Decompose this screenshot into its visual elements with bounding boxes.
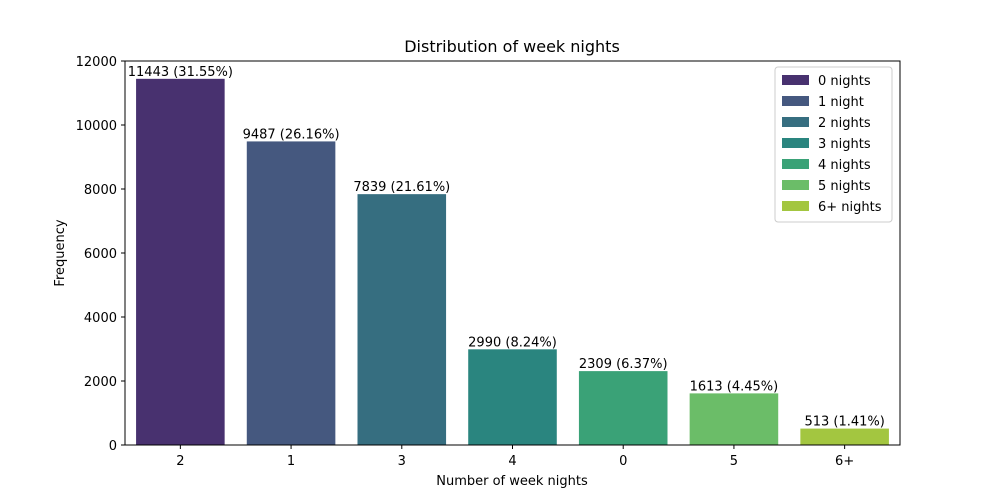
legend-label-5: 5 nights (818, 179, 871, 194)
x-tick-label-3: 3 (398, 454, 406, 469)
bar-6+ (800, 428, 889, 445)
x-axis-label: Number of week nights (436, 474, 588, 489)
data-label-3: 7839 (21.61%) (353, 180, 450, 195)
y-tick-label-8000: 8000 (84, 183, 117, 198)
data-label-1: 9487 (26.16%) (243, 127, 340, 142)
data-label-6+: 513 (1.41%) (804, 415, 884, 430)
legend-swatch-0 (782, 75, 809, 85)
bar-0 (578, 371, 668, 445)
legend-swatch-2 (782, 117, 809, 127)
data-label-4: 2990 (8.24%) (468, 335, 557, 350)
legend-swatch-6 (782, 201, 809, 211)
bar-2 (136, 78, 225, 445)
chart-title: Distribution of week nights (404, 37, 620, 56)
y-tick-label-6000: 6000 (84, 247, 117, 262)
data-label-2: 11443 (31.55%) (128, 65, 233, 80)
legend-label-3: 3 nights (818, 137, 871, 152)
y-tick-label-12000: 12000 (76, 55, 117, 70)
legend-swatch-3 (782, 138, 809, 148)
bar-1 (246, 141, 336, 445)
legend-label-4: 4 nights (818, 158, 871, 173)
bar-4 (468, 349, 557, 445)
data-label-5: 1613 (4.45%) (690, 379, 779, 394)
y-axis-label: Frequency (53, 219, 68, 286)
x-tick-label-6+: 6+ (835, 454, 854, 469)
legend-label-1: 1 night (818, 95, 864, 110)
data-label-0: 2309 (6.37%) (579, 357, 668, 372)
x-tick-label-5: 5 (730, 454, 738, 469)
legend-label-2: 2 nights (818, 116, 871, 131)
legend-label-0: 0 nights (818, 74, 871, 89)
x-tick-label-0: 0 (619, 454, 627, 469)
y-tick-label-4000: 4000 (84, 311, 117, 326)
legend: 0 nights 1 night 2 nights 3 nights 4 nights 5… (774, 66, 893, 223)
y-tick-label-0: 0 (109, 439, 117, 454)
x-tick-label-2: 2 (176, 454, 184, 469)
y-tick-label-10000: 10000 (76, 119, 117, 134)
x-tick-label-4: 4 (508, 454, 516, 469)
legend-label-6: 6+ nights (818, 200, 882, 215)
y-tick-label-2000: 2000 (84, 375, 117, 390)
bar-5 (689, 393, 779, 445)
legend-swatch-5 (782, 180, 809, 190)
x-tick-label-1: 1 (287, 454, 295, 469)
legend-swatch-4 (782, 159, 809, 169)
plot-area: 11443 (31.55%) 9487 (26.16%) 7839 (21.61%)… (76, 55, 901, 469)
legend-swatch-1 (782, 96, 809, 106)
bar-3 (357, 194, 447, 445)
